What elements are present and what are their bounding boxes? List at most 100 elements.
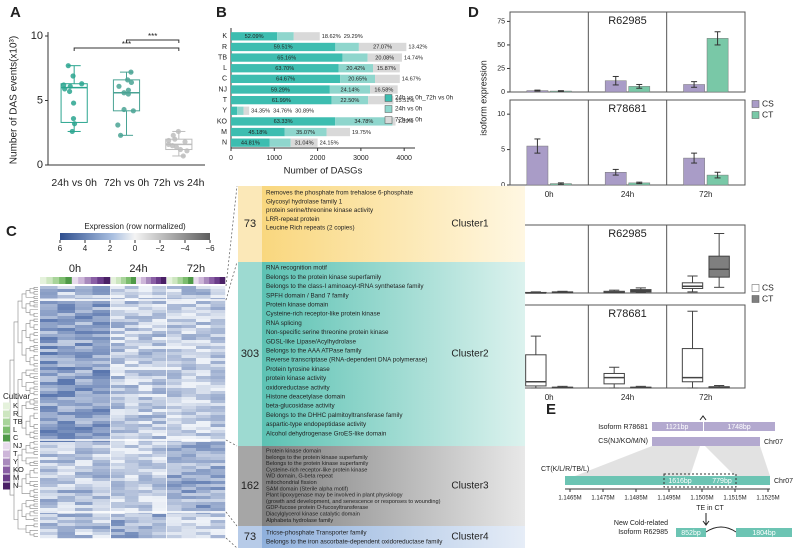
legend-label: C	[13, 433, 19, 442]
y-tick-label: T	[223, 97, 228, 104]
bar-label: 30.89%	[295, 109, 314, 115]
heatmap-cell	[124, 379, 139, 383]
heatmap-cell	[40, 316, 58, 320]
heatmap-cell	[210, 319, 226, 323]
heatmap-cell	[111, 535, 125, 539]
heatmap-cell	[75, 361, 93, 365]
heatmap-cell	[152, 355, 167, 359]
heatmap-cell	[210, 433, 226, 437]
cluster-term: Leucine Rich repeats (2 copies)	[266, 224, 355, 231]
heatmap-cell	[92, 469, 111, 473]
y-tick-label: 0	[37, 159, 43, 171]
heatmap-cell	[152, 475, 167, 479]
heatmap-cell	[167, 355, 182, 359]
heatmap-cell	[92, 382, 111, 386]
legend-label: CS	[762, 282, 774, 292]
heatmap-cell	[92, 319, 111, 323]
heatmap-cell	[167, 514, 182, 518]
heatmap-cell	[111, 457, 125, 461]
heatmap-cell	[196, 346, 211, 350]
heatmap-cell	[210, 358, 226, 362]
legend-label: 24h vs 0h	[395, 106, 423, 113]
heatmap-cell	[57, 493, 76, 497]
point	[116, 83, 122, 89]
y-axis-label: isoform expression	[478, 60, 488, 136]
heatmap-cell	[57, 301, 76, 305]
heatmap-cell	[210, 493, 226, 497]
heatmap-cell	[181, 487, 197, 491]
y-tick-label: C	[222, 76, 227, 83]
heatmap-cell	[181, 445, 197, 449]
heatmap-cell	[196, 415, 211, 419]
heatmap-cell	[138, 289, 153, 293]
heatmap-cell	[92, 289, 111, 293]
heatmap-cell	[196, 328, 211, 332]
heatmap-cell	[152, 304, 167, 308]
legend-title: Cultivar	[3, 392, 30, 401]
heatmap-cell	[124, 430, 139, 434]
heatmap-cell	[196, 343, 211, 347]
plot-frame	[509, 11, 746, 93]
heatmap-cell	[75, 517, 93, 521]
heatmap-cell	[124, 301, 139, 305]
heatmap-cell	[40, 448, 58, 452]
cluster-connector	[225, 537, 238, 549]
heatmap-cell	[57, 421, 76, 425]
heatmap-cell	[111, 475, 125, 479]
y-tick-label: 50	[497, 42, 505, 49]
heatmap-cell	[167, 397, 182, 401]
heatmap-cell	[210, 310, 226, 314]
heatmap-cell	[181, 475, 197, 479]
heatmap-cell	[111, 376, 125, 380]
heatmap-cell	[75, 313, 93, 317]
heatmap-cell	[152, 376, 167, 380]
legend-swatch	[3, 402, 10, 410]
heatmap-cell	[210, 337, 226, 341]
heatmap-cell	[181, 403, 197, 407]
cultivar-strip	[182, 277, 189, 284]
heatmap-cell	[181, 469, 197, 473]
heatmap-cell	[75, 316, 93, 320]
heatmap-cell	[138, 463, 153, 467]
heatmap-cell	[111, 427, 125, 431]
heatmap-cell	[75, 436, 93, 440]
heatmap-cell	[92, 310, 111, 314]
legend-swatch	[3, 442, 10, 450]
chr-label: Chr07	[764, 439, 783, 446]
heatmap-cell	[111, 484, 125, 488]
heatmap-cell	[138, 451, 153, 455]
heatmap-cell	[124, 451, 139, 455]
cluster-count-box	[238, 526, 262, 548]
bar-segment	[331, 95, 369, 105]
dendrogram	[33, 324, 38, 330]
dendrogram	[33, 468, 38, 474]
heatmap-cell	[152, 310, 167, 314]
heatmap-cell	[92, 352, 111, 356]
bar-label: 24.15%	[320, 140, 339, 146]
heatmap-cell	[75, 490, 93, 494]
bar-label: 15.87%	[377, 66, 396, 72]
heatmap-cell	[181, 415, 197, 419]
heatmap-cell	[181, 370, 197, 374]
heatmap-cell	[196, 493, 211, 497]
heatmap-cell	[40, 286, 58, 290]
x-tick-label: 0	[229, 155, 233, 162]
heatmap-cell	[57, 349, 76, 353]
heatmap-cell	[138, 331, 153, 335]
heatmap-cell	[75, 307, 93, 311]
heatmap-cell	[124, 400, 139, 404]
heatmap-cell	[40, 484, 58, 488]
heatmap-cell	[57, 382, 76, 386]
dendrogram	[33, 451, 38, 455]
heatmap-cell	[196, 304, 211, 308]
bar-label: 24.14%	[340, 87, 359, 93]
heatmap-cell	[138, 487, 153, 491]
dendrogram	[29, 399, 34, 405]
heatmap-cell	[210, 304, 226, 308]
heatmap-cell	[138, 388, 153, 392]
colorbar-tick-label: 6	[58, 244, 63, 253]
heatmap-cell	[57, 400, 76, 404]
heatmap-cell	[167, 424, 182, 428]
heatmap-cell	[124, 466, 139, 470]
heatmap-cell	[196, 499, 211, 503]
